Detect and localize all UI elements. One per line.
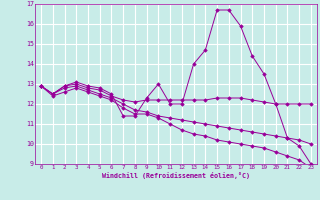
X-axis label: Windchill (Refroidissement éolien,°C): Windchill (Refroidissement éolien,°C): [102, 172, 250, 179]
